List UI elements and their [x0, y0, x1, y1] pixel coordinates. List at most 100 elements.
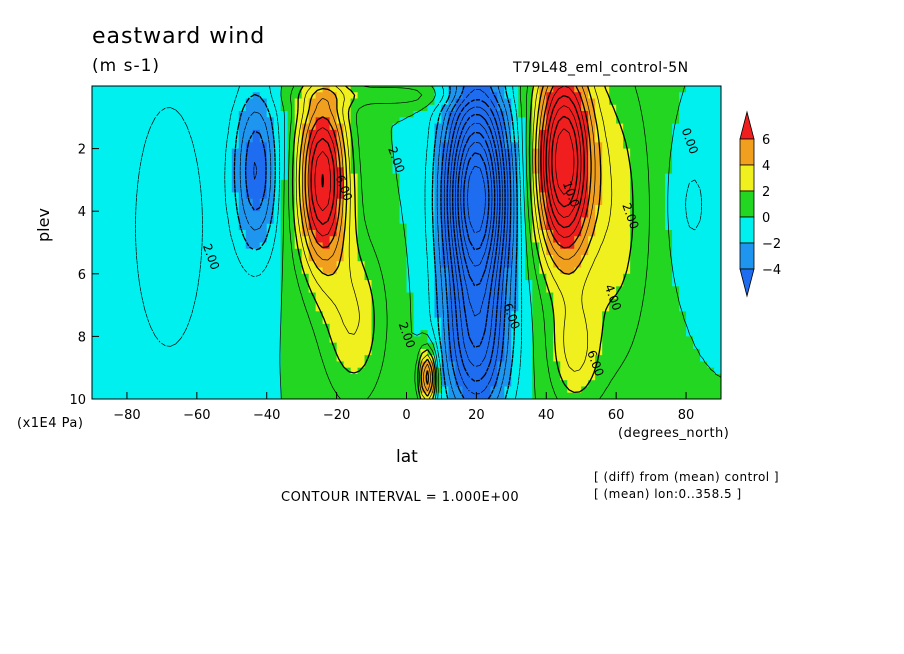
- field-cell: [581, 142, 589, 150]
- field-cell: [315, 392, 324, 399]
- field-cell: [546, 286, 554, 294]
- field-cell: [406, 173, 415, 181]
- field-cell: [602, 367, 610, 375]
- field-cell: [574, 117, 582, 125]
- field-cell: [707, 223, 715, 231]
- field-cell: [693, 136, 701, 143]
- field-cell: [294, 111, 303, 118]
- field-cell: [546, 305, 554, 312]
- field-cell: [343, 355, 352, 363]
- field-cell: [238, 373, 247, 381]
- field-cell: [623, 117, 631, 125]
- field-cell: [371, 204, 380, 212]
- field-cell: [238, 154, 247, 162]
- field-cell: [476, 267, 484, 275]
- field-cell: [553, 211, 561, 219]
- field-cell: [252, 336, 261, 344]
- field-cell: [119, 211, 128, 219]
- field-cell: [112, 161, 121, 168]
- field-cell: [147, 136, 156, 143]
- field-cell: [273, 317, 282, 325]
- field-cell: [399, 267, 408, 275]
- field-cell: [245, 217, 254, 225]
- field-cell: [189, 361, 198, 369]
- field-cell: [203, 154, 212, 162]
- field-cell: [105, 286, 114, 294]
- field-cell: [147, 273, 156, 281]
- field-cell: [126, 129, 135, 137]
- field-cell: [630, 298, 638, 306]
- field-cell: [357, 330, 366, 337]
- field-cell: [112, 317, 121, 325]
- field-cell: [308, 98, 317, 106]
- field-cell: [399, 298, 408, 306]
- field-cell: [238, 179, 247, 187]
- field-cell: [658, 154, 666, 162]
- field-cell: [182, 129, 191, 137]
- field-cell: [497, 311, 505, 319]
- field-cell: [308, 248, 317, 256]
- field-cell: [273, 142, 282, 150]
- field-cell: [679, 92, 687, 100]
- field-cell: [371, 273, 380, 281]
- field-cell: [448, 392, 457, 399]
- field-cell: [714, 323, 721, 331]
- field-cell: [700, 129, 708, 137]
- field-cell: [112, 361, 121, 369]
- field-cell: [581, 323, 589, 331]
- field-cell: [378, 367, 387, 375]
- field-cell: [98, 248, 107, 256]
- field-cell: [553, 380, 561, 388]
- field-cell: [693, 248, 701, 256]
- field-cell: [434, 261, 443, 269]
- field-cell: [378, 204, 387, 212]
- field-cell: [588, 317, 596, 325]
- field-cell: [525, 336, 533, 344]
- field-cell: [602, 136, 610, 143]
- field-cell: [322, 229, 331, 237]
- field-cell: [616, 280, 624, 287]
- field-cell: [539, 292, 547, 300]
- field-cell: [707, 292, 715, 300]
- field-cell: [217, 255, 226, 262]
- field-cell: [665, 111, 673, 118]
- field-cell: [490, 386, 498, 394]
- field-cell: [567, 280, 575, 287]
- field-cell: [420, 255, 429, 262]
- field-cell: [427, 323, 436, 331]
- field-cell: [595, 217, 603, 225]
- field-cell: [385, 179, 394, 187]
- field-cell: [595, 342, 603, 350]
- field-cell: [210, 323, 219, 331]
- field-cell: [560, 104, 568, 112]
- field-cell: [105, 311, 114, 319]
- field-cell: [385, 148, 394, 156]
- field-cell: [392, 348, 401, 356]
- field-cell: [203, 229, 212, 237]
- field-cell: [280, 217, 289, 225]
- field-cell: [112, 217, 121, 225]
- field-cell: [546, 229, 554, 237]
- field-cell: [665, 179, 673, 187]
- field-cell: [476, 142, 484, 150]
- field-cell: [553, 286, 561, 294]
- field-cell: [280, 192, 289, 200]
- field-cell: [497, 98, 505, 106]
- field-cell: [413, 129, 422, 137]
- field-cell: [147, 392, 156, 399]
- field-cell: [602, 317, 610, 325]
- field-cell: [168, 154, 177, 162]
- field-cell: [420, 217, 429, 225]
- field-cell: [665, 255, 673, 262]
- field-cell: [287, 261, 296, 269]
- field-cell: [259, 229, 268, 237]
- field-cell: [238, 255, 247, 262]
- field-cell: [420, 305, 429, 312]
- chart-title: eastward wind: [92, 24, 266, 49]
- field-cell: [630, 154, 638, 162]
- field-cell: [92, 292, 100, 300]
- field-cell: [623, 305, 631, 312]
- field-cell: [182, 86, 191, 93]
- field-cell: [231, 342, 240, 350]
- field-cell: [182, 298, 191, 306]
